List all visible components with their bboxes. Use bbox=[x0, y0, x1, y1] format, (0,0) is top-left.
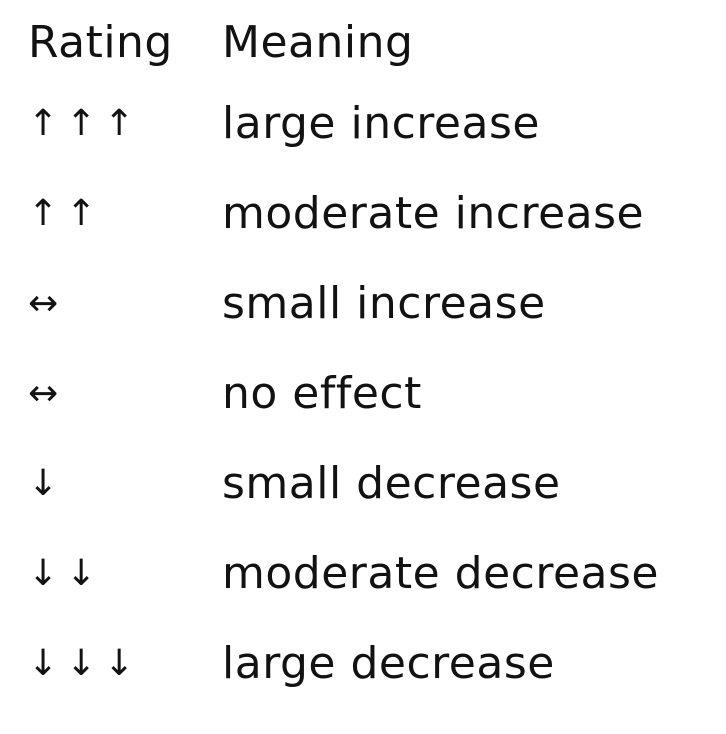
column-header-rating: Rating bbox=[28, 16, 173, 68]
meaning-cell: small increase bbox=[222, 277, 546, 329]
rating-cell: ↔ bbox=[28, 282, 67, 324]
meaning-cell: no effect bbox=[222, 367, 422, 419]
meaning-cell: moderate decrease bbox=[222, 547, 659, 599]
rating-cell: ↓↓↓ bbox=[28, 642, 143, 684]
rating-meaning-table: Rating Meaning ↑↑↑ large increase ↑↑ mod… bbox=[28, 16, 659, 689]
meaning-cell: large decrease bbox=[222, 637, 555, 689]
column-header-meaning: Meaning bbox=[222, 16, 414, 68]
meaning-cell: large increase bbox=[222, 97, 540, 149]
rating-cell: ↑↑ bbox=[28, 192, 105, 234]
meaning-cell: small decrease bbox=[222, 457, 561, 509]
meaning-cell: moderate increase bbox=[222, 187, 645, 239]
rating-cell: ↓ bbox=[28, 462, 67, 504]
rating-cell: ↔ bbox=[28, 372, 67, 414]
rating-cell: ↑↑↑ bbox=[28, 102, 143, 144]
rating-cell: ↓↓ bbox=[28, 552, 105, 594]
